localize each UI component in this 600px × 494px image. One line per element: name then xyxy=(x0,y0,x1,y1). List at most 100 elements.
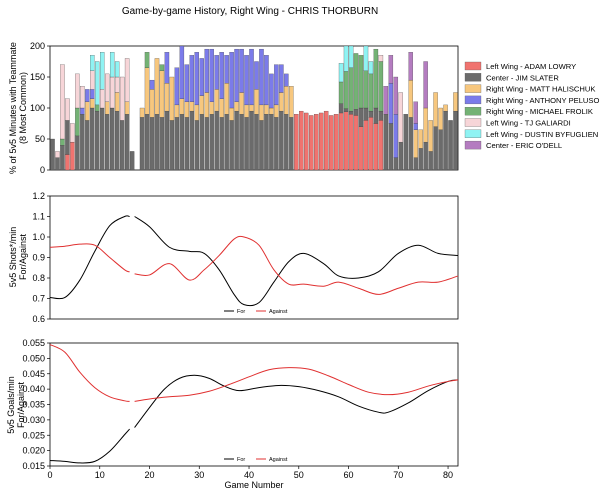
y-tick-label: 0.055 xyxy=(22,338,45,348)
legend: For Against xyxy=(224,309,288,315)
y-tick-label: 0.035 xyxy=(22,400,45,410)
y-axis-ticks: 0.015 0.020 0.025 0.030 0.035 0.040 0.045 0.050… xyxy=(22,338,50,471)
bar-segment xyxy=(214,55,219,90)
y-tick-label: 50 xyxy=(35,134,45,144)
bar-segment xyxy=(343,108,349,112)
bar-segment xyxy=(378,55,384,62)
legend-swatch xyxy=(464,140,482,150)
bar-segment xyxy=(378,110,384,121)
bar-segment xyxy=(413,157,418,171)
bar-segment xyxy=(254,61,259,90)
bar-segment xyxy=(274,64,279,106)
y-axis-label-line1: 5v5 Shots*/min xyxy=(8,227,18,288)
against-line xyxy=(134,235,459,295)
for-line xyxy=(134,216,459,307)
y-tick-label: 0 xyxy=(40,165,45,175)
x-tick-label: 0 xyxy=(47,470,52,480)
y-tick-label: 0.8 xyxy=(32,273,45,283)
bar-segment xyxy=(373,48,379,109)
bar-segment xyxy=(358,55,364,109)
bar-segment xyxy=(279,92,284,112)
bar-segment xyxy=(453,110,458,171)
bar-segment xyxy=(214,110,219,171)
against-line xyxy=(49,344,130,402)
bar-segment xyxy=(353,53,359,110)
bar-segment xyxy=(284,73,289,87)
legend-swatch xyxy=(464,95,482,105)
x-tick-label: 20 xyxy=(145,470,155,480)
y-tick-label: 200 xyxy=(30,41,45,51)
bar-segment xyxy=(294,114,299,171)
bar-segment xyxy=(105,73,110,102)
bar-segment xyxy=(80,114,85,171)
bar-segment xyxy=(159,64,165,71)
bar-segment xyxy=(194,52,199,106)
bar-segment xyxy=(323,110,329,171)
bar-segment xyxy=(343,71,349,109)
bar-segment xyxy=(179,114,185,171)
bar-segment xyxy=(139,117,145,171)
bar-segment xyxy=(55,157,60,171)
bar-segment xyxy=(159,70,165,118)
bar-segment xyxy=(249,48,254,106)
bar-segment xyxy=(254,89,259,115)
legend-label: Left Wing - DUSTIN BYFUGLIEN xyxy=(486,130,598,139)
for-line xyxy=(49,215,130,300)
bar-segment xyxy=(279,64,284,93)
bar-segment xyxy=(85,120,90,171)
bar-segment xyxy=(299,110,304,171)
y-tick-label: 0.050 xyxy=(22,353,45,363)
bar-segment xyxy=(70,141,75,171)
bar-segment xyxy=(338,112,344,171)
bar-segment xyxy=(254,114,259,171)
bar-segment xyxy=(244,55,249,106)
legend-label: Left Wing - TJ GALIARDI xyxy=(486,119,571,128)
bar-segment xyxy=(398,141,403,171)
series-lines xyxy=(49,344,459,464)
bar-segment xyxy=(348,114,354,171)
bar-segment xyxy=(333,114,339,171)
bar-segment xyxy=(184,117,190,171)
bar-segment xyxy=(443,110,448,171)
y-tick-label: 1.2 xyxy=(32,191,45,201)
bar-segment xyxy=(383,86,389,115)
bar-segment xyxy=(259,104,264,121)
y-tick-label: 0.7 xyxy=(32,294,45,304)
bar-segment xyxy=(95,104,100,112)
bar-segment xyxy=(204,117,209,171)
bar-segment xyxy=(229,107,234,121)
bar-segment xyxy=(109,107,115,171)
bar-segment xyxy=(209,48,214,102)
legend-swatch xyxy=(464,61,482,71)
bar-segment xyxy=(363,120,369,171)
legend-swatch xyxy=(464,107,482,116)
bar-segment xyxy=(373,123,379,171)
bar-segment xyxy=(154,58,160,115)
bar-segment xyxy=(124,58,130,102)
legend-label: Center - JIM SLATER xyxy=(486,73,559,82)
bar-segment xyxy=(95,110,100,171)
bar-segment xyxy=(433,126,438,171)
bar-segment xyxy=(284,86,289,115)
bar-segment xyxy=(363,70,369,109)
bar-segment xyxy=(194,104,199,121)
bar-segment xyxy=(269,114,274,171)
y-tick-label: 0.025 xyxy=(22,430,45,440)
y-tick-label: 1.1 xyxy=(32,212,45,222)
bar-segment xyxy=(124,101,130,115)
bar-segment xyxy=(95,61,100,106)
bar-segment xyxy=(348,67,354,112)
bar-segment xyxy=(428,151,433,171)
y-axis-ticks: 0 50 100 150 200 xyxy=(30,41,50,175)
y-axis-label-line2: (8 Most Common) xyxy=(18,72,28,144)
bar-segment xyxy=(269,73,274,109)
plot-frame xyxy=(49,195,459,320)
legend-label: Right Wing - MICHAEL FROLIK xyxy=(486,107,593,116)
bar-segment xyxy=(90,98,95,109)
bar-segment xyxy=(154,114,160,171)
bar-segment xyxy=(408,52,413,81)
bar-segment xyxy=(274,104,279,118)
bar-segment xyxy=(388,83,394,124)
x-axis-ticks: 0 10 20 30 40 50 60 70 80 xyxy=(47,466,453,480)
legend-label: Left Wing - ADAM LOWRY xyxy=(486,62,576,71)
